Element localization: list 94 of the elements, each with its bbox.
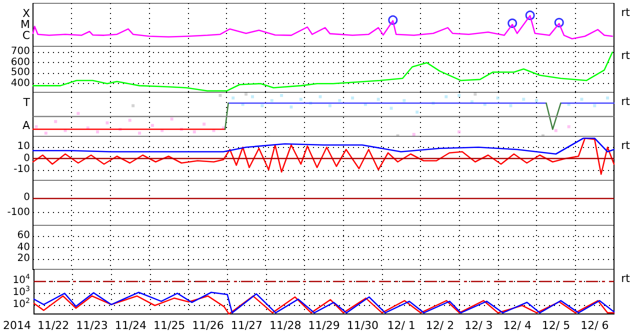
x-tick-label: 11/27 [230, 319, 263, 332]
y-tick-label: 10 [16, 141, 30, 152]
y-tick-label: 10$^{2}$ [12, 297, 30, 310]
x-tick-label: 12/ 6 [580, 319, 609, 332]
x-axis-title: 2014 [2, 319, 31, 332]
x-tick-label: 12/ 3 [464, 319, 493, 332]
x-tick-label: 11/25 [153, 319, 186, 332]
point [218, 94, 222, 97]
text: C [21, 29, 30, 42]
text: rt [621, 272, 631, 285]
point [496, 96, 500, 100]
point [509, 104, 512, 108]
line-series [33, 295, 615, 315]
point [260, 104, 264, 108]
y-tick-label: 40 [16, 242, 30, 252]
point [402, 99, 406, 102]
line-series [33, 292, 615, 314]
y-tick-label: 10$^{4}$ [12, 273, 30, 286]
point [444, 95, 448, 98]
point [96, 130, 100, 134]
point [290, 106, 293, 108]
point [567, 125, 570, 128]
text: rt [621, 139, 631, 152]
x-tick-label: 11/26 [192, 319, 224, 332]
text: rt [621, 6, 631, 19]
point [150, 124, 154, 127]
point [554, 18, 564, 28]
x-tick-label: 12/ 1 [387, 319, 416, 332]
x-tick-label: 11/28 [269, 319, 302, 332]
point [554, 129, 558, 132]
line-series [32, 52, 614, 92]
point [580, 98, 584, 101]
point [525, 10, 535, 20]
x-tick-label: 11/29 [308, 319, 340, 332]
y-tick-label: 0 [22, 152, 30, 164]
point [508, 18, 518, 28]
point [76, 112, 80, 115]
y-tick-label: 10$^{3}$ [12, 285, 30, 298]
point [250, 95, 254, 98]
y-tick-label: 60 [16, 230, 30, 242]
point [232, 96, 235, 100]
point [458, 94, 461, 97]
point [192, 130, 196, 134]
y-tick-label: -10 [12, 164, 30, 175]
point [535, 99, 538, 102]
point [138, 132, 142, 135]
point [390, 106, 393, 110]
point [412, 132, 416, 136]
x-tick-label: 12/ 2 [426, 319, 454, 332]
line-series [32, 138, 615, 175]
text: A [21, 119, 30, 132]
text: rt [621, 49, 631, 62]
point [606, 96, 610, 100]
text: X [21, 6, 30, 20]
point [44, 132, 48, 135]
point [593, 104, 596, 108]
x-tick-label: 11/24 [114, 319, 147, 332]
point [170, 118, 174, 120]
point [338, 99, 342, 102]
line-series [32, 138, 615, 155]
point [132, 104, 135, 108]
x-tick-label: 12/ 5 [542, 319, 570, 332]
text: rt [621, 95, 631, 108]
x-tick-label: 11/23 [76, 319, 108, 332]
y-tick-label: 400 [10, 78, 30, 89]
x-tick-label: 11/22 [37, 319, 70, 332]
text: M [20, 18, 30, 31]
y-tick-label: 600 [10, 56, 30, 68]
point [351, 96, 354, 100]
y-tick-label: 700 [10, 46, 30, 58]
x-tick-label: 12/ 4 [503, 319, 532, 332]
point [128, 118, 132, 122]
point [244, 92, 248, 96]
point [522, 98, 526, 101]
point [474, 92, 477, 96]
x-tick-label: 11/30 [346, 319, 379, 332]
point [270, 99, 274, 102]
point [106, 121, 109, 124]
point [376, 98, 380, 101]
y-tick-label: 500 [10, 67, 30, 78]
point [318, 95, 322, 98]
point [202, 122, 206, 126]
text: T [22, 96, 30, 109]
point [416, 110, 419, 114]
point [54, 120, 58, 124]
point [328, 104, 332, 108]
y-tick-label: 20 [16, 252, 30, 264]
y-tick-label: -100 [6, 206, 30, 218]
point [299, 98, 302, 101]
point [280, 94, 284, 97]
point [34, 125, 38, 128]
point [458, 130, 461, 134]
y-tick-label: 0 [22, 192, 30, 203]
point [388, 15, 398, 25]
